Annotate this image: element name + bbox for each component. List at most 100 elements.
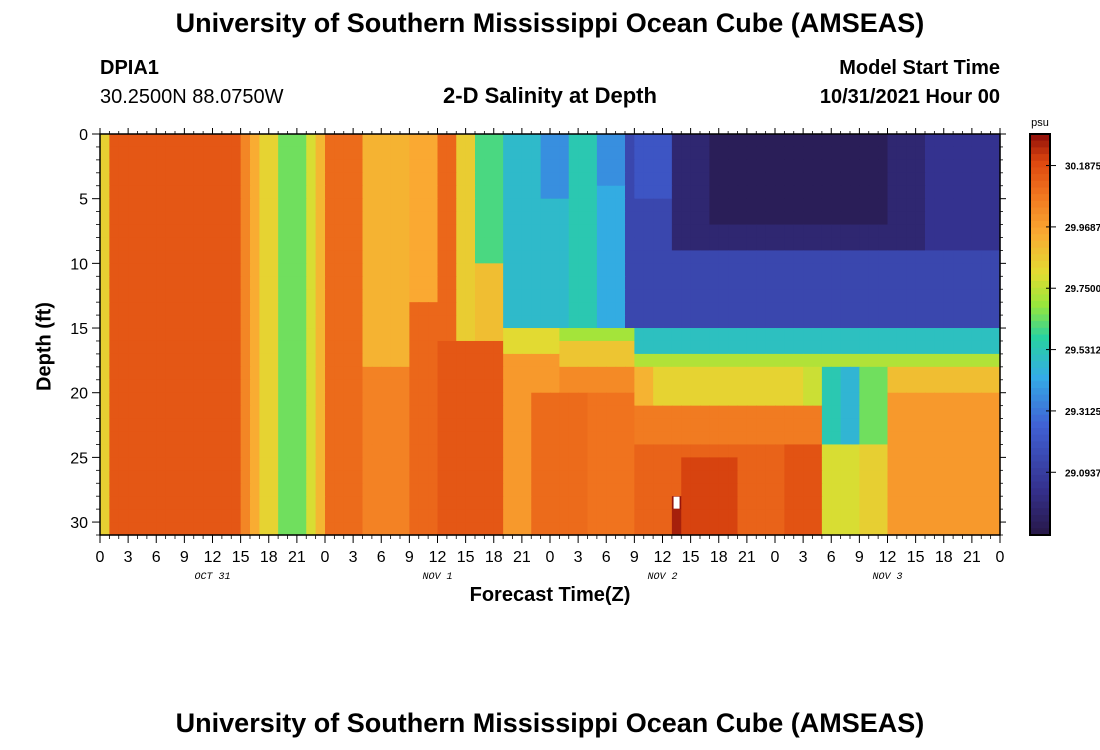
heatmap-cell xyxy=(971,328,982,342)
heatmap-cell xyxy=(353,250,364,264)
heatmap-cell xyxy=(465,379,476,394)
heatmap-cell xyxy=(700,289,710,303)
heatmap-cell xyxy=(540,444,551,458)
heatmap-cell xyxy=(268,172,279,187)
heatmap-cell xyxy=(878,224,889,239)
heatmap-cell xyxy=(596,496,607,510)
heatmap-cell xyxy=(709,379,720,394)
heatmap-cell xyxy=(296,405,307,420)
heatmap-cell xyxy=(728,418,739,433)
heatmap-cell xyxy=(212,418,223,433)
heatmap-cell xyxy=(409,353,420,368)
heatmap-cell xyxy=(831,366,842,381)
heatmap-cell xyxy=(503,159,514,174)
heatmap-cell xyxy=(868,315,879,329)
heatmap-cell xyxy=(990,159,1001,174)
heatmap-cell xyxy=(240,198,251,213)
heatmap-cell xyxy=(353,263,364,277)
colorbar-segment xyxy=(1030,154,1050,162)
heatmap-cell xyxy=(109,224,120,239)
heatmap-cell xyxy=(306,315,317,329)
heatmap-cell xyxy=(100,172,110,187)
heatmap-cell xyxy=(306,237,317,252)
heatmap-cell xyxy=(540,496,551,510)
heatmap-cell xyxy=(793,392,804,407)
heatmap-cell xyxy=(296,185,307,200)
heatmap-cell xyxy=(400,405,410,420)
heatmap-cell xyxy=(203,172,214,187)
heatmap-cell xyxy=(943,185,954,200)
heatmap-cell xyxy=(746,198,757,213)
heatmap-cell xyxy=(821,315,832,329)
heatmap-cell xyxy=(634,276,645,290)
heatmap-cell xyxy=(981,379,992,394)
heatmap-cell xyxy=(503,276,514,290)
heatmap-cell xyxy=(990,302,1001,316)
heatmap-cell xyxy=(821,470,832,484)
colorbar-segment xyxy=(1030,508,1050,516)
heatmap-cell xyxy=(540,172,551,187)
heatmap-cell xyxy=(756,340,767,355)
heatmap-cell xyxy=(700,263,710,277)
heatmap-cell xyxy=(728,405,739,420)
heatmap-cell xyxy=(690,496,701,510)
heatmap-cell xyxy=(925,211,935,226)
heatmap-cell xyxy=(137,366,148,381)
heatmap-cell xyxy=(503,366,514,381)
heatmap-cell xyxy=(943,418,954,433)
heatmap-cell xyxy=(662,237,673,252)
heatmap-cell xyxy=(381,496,392,510)
heatmap-cell xyxy=(390,509,401,523)
heatmap-cell xyxy=(278,198,289,213)
heatmap-cell xyxy=(943,379,954,394)
heatmap-cell xyxy=(540,146,551,161)
heatmap-cell xyxy=(728,353,739,368)
heatmap-cell xyxy=(840,431,851,446)
heatmap-cell xyxy=(990,328,1001,342)
heatmap-cell xyxy=(700,483,710,497)
heatmap-cell xyxy=(671,379,682,394)
heatmap-cell xyxy=(831,159,842,174)
heatmap-cell xyxy=(446,263,457,277)
colorbar-segment xyxy=(1030,367,1050,376)
heatmap-cell xyxy=(353,353,364,368)
heatmap-cell xyxy=(925,496,935,510)
heatmap-cell xyxy=(840,483,851,497)
heatmap-cell xyxy=(446,457,457,471)
colorbar-segment xyxy=(1030,240,1050,249)
heatmap-cell xyxy=(718,185,729,200)
heatmap-cell xyxy=(746,470,757,484)
heatmap-cell xyxy=(409,172,420,187)
heatmap-cell xyxy=(850,444,860,458)
heatmap-cell xyxy=(193,198,204,213)
heatmap-cell xyxy=(503,483,514,497)
heatmap-cell xyxy=(878,250,889,264)
x-tick-label: 18 xyxy=(710,549,728,566)
heatmap-cell xyxy=(371,366,382,381)
heatmap-cell xyxy=(521,405,532,420)
heatmap-cell xyxy=(821,198,832,213)
heatmap-cell xyxy=(737,457,748,471)
heatmap-cell xyxy=(278,353,289,368)
heatmap-cell xyxy=(493,172,504,187)
heatmap-cell xyxy=(765,457,776,471)
heatmap-cell xyxy=(287,302,298,316)
heatmap-cell xyxy=(559,328,570,342)
heatmap-cell xyxy=(193,302,204,316)
heatmap-cell xyxy=(428,198,439,213)
heatmap-cell xyxy=(362,509,373,523)
heatmap-cell xyxy=(503,509,514,523)
heatmap-cell xyxy=(250,172,260,187)
heatmap-cell xyxy=(775,302,785,316)
heatmap-cell xyxy=(793,198,804,213)
heatmap-cell xyxy=(953,172,964,187)
heatmap-cell xyxy=(184,198,195,213)
heatmap-cell xyxy=(109,353,120,368)
heatmap-cell xyxy=(700,509,710,523)
heatmap-cell xyxy=(990,172,1001,187)
heatmap-cell xyxy=(109,340,120,355)
heatmap-cell xyxy=(840,263,851,277)
heatmap-cell xyxy=(990,509,1001,523)
heatmap-cell xyxy=(165,340,176,355)
heatmap-cell xyxy=(278,470,289,484)
